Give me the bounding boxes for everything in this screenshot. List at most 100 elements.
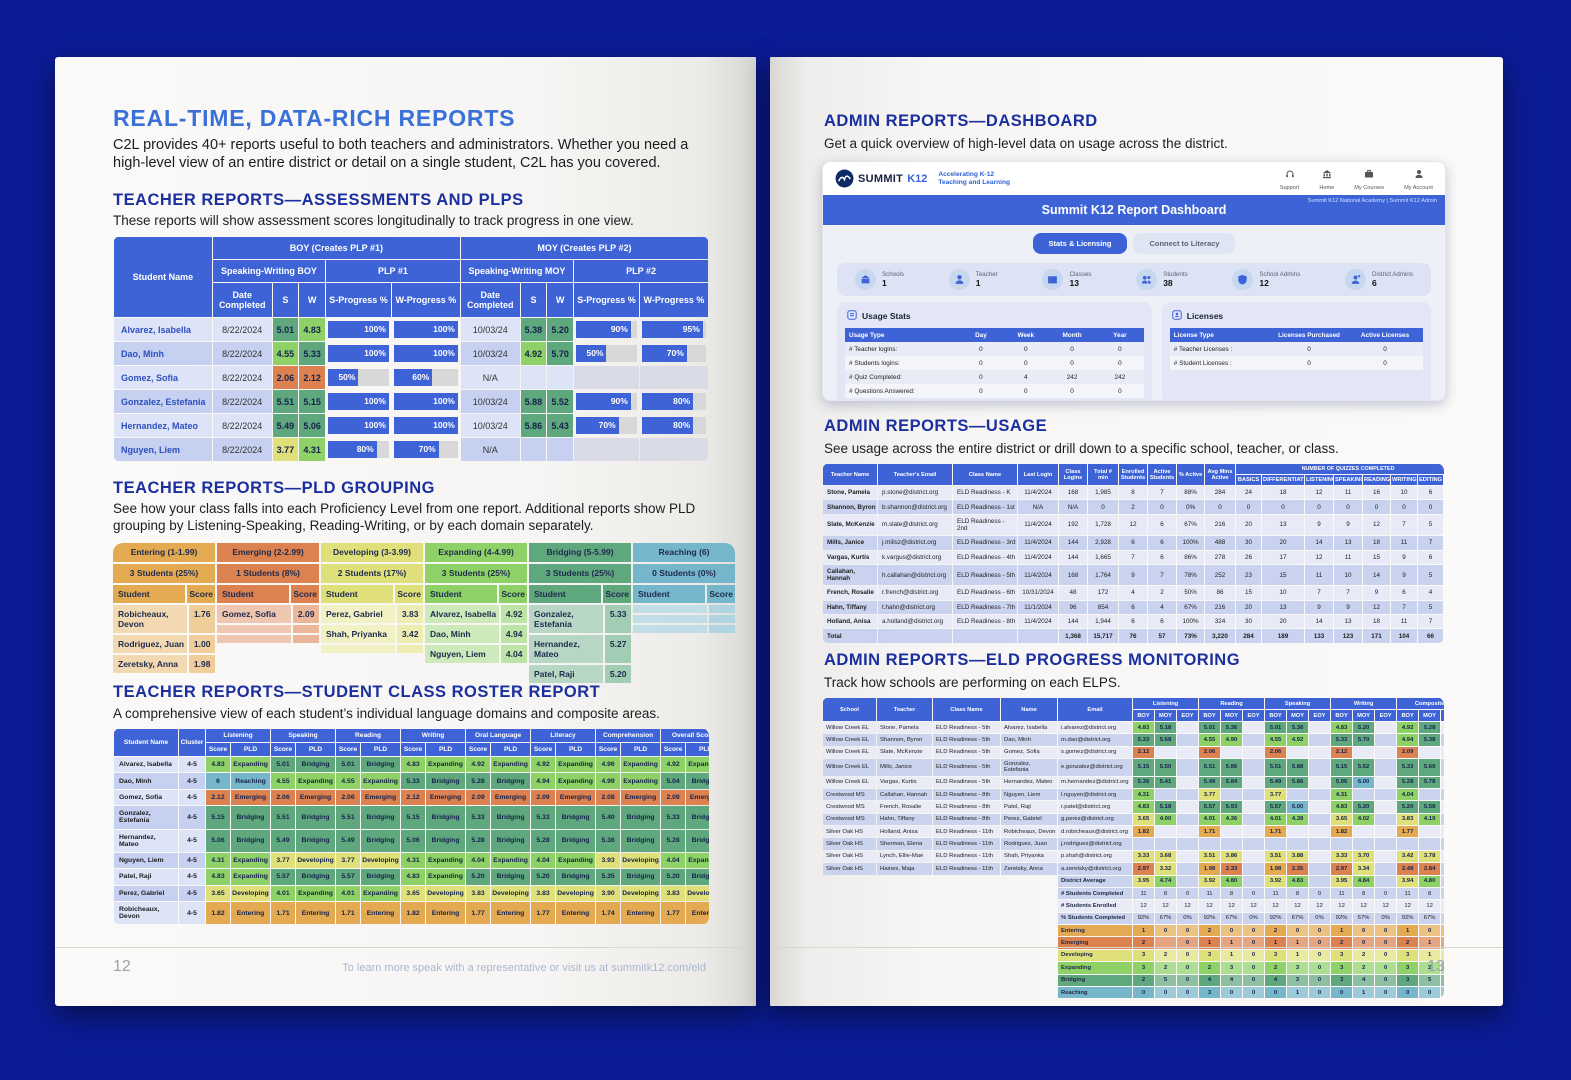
roster-row: Gonzalez, Estefania 4-5 5.15 Bridging 5.51 Br… [114, 806, 709, 829]
classes-icon [1042, 269, 1064, 290]
table-row: # Students logins: 0 0 0 0 [845, 356, 1144, 370]
usage-row: Holland, Anisa a.holland@district.org ELD … [823, 615, 1444, 629]
eld-row: Crestwood MS Hahn, Tiffany ELD Readiness -… [823, 813, 1444, 825]
stat-students: Students 38 [1136, 269, 1188, 290]
roster-row: Nguyen, Liem 4-5 4.31 Expanding 3.77 Developi… [114, 852, 709, 869]
pld-description: See how your class falls into each Profi… [113, 501, 696, 533]
nav-home[interactable]: Home [1319, 166, 1334, 191]
pld-grouping-table: Entering (1-1.99) 3 Students (25%) Student… [113, 543, 735, 683]
eld-summary-row: Bridging250440430340350 [823, 974, 1444, 986]
dashboard-titlebar: Summit K12 National Academy | Summit K12… [823, 195, 1445, 225]
dashboard-tables: Usage Stats Usage Type Day Week Month Year # … [837, 302, 1431, 400]
tab-connect-to-literacy[interactable]: Connect to Literacy [1133, 233, 1236, 254]
logo-mark-icon [835, 169, 854, 188]
footer-text: To learn more speak with a representativ… [342, 962, 706, 974]
summitk12-logo: SUMMIT K12 Accelerating K-12 Teaching an… [835, 169, 1010, 188]
nav-support[interactable]: Support [1280, 166, 1299, 191]
pld-column-bridging: Bridging (5-5.99) 3 Students (25%) Student… [529, 543, 631, 683]
brand-tagline: Accelerating K-12 Teaching and Learning [938, 170, 1011, 186]
roster-heading: TEACHER REPORTS—STUDENT CLASS ROSTER REP… [113, 683, 601, 701]
dashboard-body: Stats & Licensing Connect to Literacy Sch… [823, 225, 1445, 400]
footer-rule [55, 947, 756, 948]
usage-stats-icon [847, 310, 857, 322]
pld-student-row: Zeretsky, Anna 1.98 [113, 655, 215, 673]
pld-student-row: Rodriguez, Juan 1.00 [113, 635, 215, 653]
courses-icon [1364, 166, 1374, 184]
licenses-icon [1172, 310, 1182, 322]
dashboard-nav: Support Home My Courses My Account [1280, 166, 1433, 191]
assessment-row: Dao, Minh 8/22/2024 4.55 5.33 100% 100% 10/03/… [114, 342, 708, 365]
eld-grid: School Teacher Class Name Name Email Listenin… [822, 697, 1444, 999]
pld-student-row: Alvarez, Isabella 4.92 [425, 605, 527, 623]
eld-row: Crestwood MS French, Rosalie ELD Readiness… [823, 801, 1444, 813]
intro-text: C2L provides 40+ reports useful to both … [113, 137, 689, 171]
stat-school-admins: School Admins 12 [1232, 269, 1300, 290]
pld-student-row [217, 635, 319, 643]
eld-progress-table: School Teacher Class Name Name Email Listenin… [822, 697, 1444, 999]
pld-student-row: Hernandez, Mateo 5.27 [529, 635, 631, 663]
usage-report-table: Teacher Name Teacher's Email Class Name Las… [822, 463, 1444, 644]
nav-my-account[interactable]: My Account [1404, 166, 1433, 191]
eld-summary-row: Expanding320230230320320 [823, 962, 1444, 974]
assessments-heading: TEACHER REPORTS—ASSESSMENTS AND PLPS [113, 191, 524, 209]
pld-heading: TEACHER REPORTS—PLD GROUPING [113, 479, 436, 497]
pld-column-reaching: Reaching (6) 0 Students (0%) Student Score [633, 543, 735, 683]
eld-summary-row: Emerging20110110200210 [823, 937, 1444, 949]
roster-row: Patel, Raji 4-5 4.83 Expanding 5.57 Bridging 5… [114, 869, 709, 885]
eld-row: Willow Creek EL Shannon, Byron ELD Readine… [823, 734, 1444, 746]
dashboard-title: Summit K12 Report Dashboard [1041, 203, 1227, 217]
table-row: # Quiz Completed: 0 4 242 242 [845, 370, 1144, 384]
roster-table: Student Name Cluster Listening Speaking Read… [113, 728, 709, 925]
district-admin-icon [1345, 269, 1367, 290]
eld-summary-row: Entering100200200100100 [823, 925, 1444, 937]
eld-summary-row: # Students Enrolled 12 12 12 12 12 12 12 12 12 12 1… [823, 900, 1444, 912]
pld-student-row [633, 615, 735, 623]
tab-stats-licensing[interactable]: Stats & Licensing [1032, 233, 1128, 254]
roster-row: Gomez, Sofia 4-5 2.12 Emerging 2.06 Emerging 2… [114, 789, 709, 806]
usage-row: Callahan, Hannah h.callahan@district.org E… [823, 564, 1444, 586]
roster-row: Dao, Minh 4-5 6 Reaching 4.55 Expanding 4.55 Ex… [114, 773, 709, 789]
students-icon [1136, 269, 1158, 290]
eld-summary-row: District Average 3.95 4.74 3.92 4.80 3.92 4.83… [823, 875, 1444, 887]
pld-student-row [217, 625, 319, 633]
table-row: # Questions Answered: 0 0 0 0 [845, 384, 1144, 398]
eld-row: Silver Oak HS Lynch, Ellie-Mae ELD Readine… [823, 850, 1444, 863]
dashboard-topbar: SUMMIT K12 Accelerating K-12 Teaching an… [823, 162, 1445, 195]
roster-grid: Student Name Cluster Listening Speaking Read… [113, 728, 709, 925]
assessments-grid: Student Name BOY (Creates PLP #1) MOY (Cre… [113, 236, 709, 462]
usage-row: Shannon, Byron b.shannon@district.org ELD … [823, 500, 1444, 514]
page-number-right: 13 [1427, 958, 1445, 975]
usage-row: Stone, Pamela p.stone@district.org ELD Rea… [823, 486, 1444, 500]
assessment-row: Gomez, Sofia 8/22/2024 2.06 2.12 50% 60% N/A [114, 366, 708, 389]
usage-row: Slate, McKenzie m.slate@district.org ELD R… [823, 514, 1444, 536]
eld-row: Silver Oak HS Sherman, Elena ELD Readiness… [823, 838, 1444, 850]
stat-schools: Schools 1 [855, 269, 904, 290]
pld-column-developing: Developing (3-3.99) 2 Students (17%) Stude… [321, 543, 423, 683]
stats-row: Schools 1 Teacher 1 Classes 13 Students 38 Schoo… [837, 263, 1431, 296]
pld-column-emerging: Emerging (2-2.99) 1 Students (8%) Student S… [217, 543, 319, 683]
eld-summary-row: # Students Completed11801180118011801180 [823, 887, 1444, 900]
usage-stats-panel: Usage Stats Usage Type Day Week Month Year # … [837, 302, 1152, 400]
pld-student-row [633, 625, 735, 633]
roster-row: Hernandez, Mateo 4-5 5.06 Bridging 5.49 Bridg… [114, 829, 709, 852]
eld-row: Silver Oak HS Haines, Maja ELD Readiness -… [823, 863, 1444, 875]
dashboard-screenshot: SUMMIT K12 Accelerating K-12 Teaching an… [822, 161, 1446, 401]
usage-description: See usage across the entire district or … [824, 441, 1339, 456]
usage-row: French, Rosalie r.french@district.org ELD … [823, 586, 1444, 600]
usage-total-row: Total 1,368 15,717 76 57 73% 3,220 284 189 133 123… [823, 629, 1444, 643]
table-row: # Teacher logins: 0 0 0 0 [845, 342, 1144, 356]
dashboard-heading: ADMIN REPORTS—DASHBOARD [824, 112, 1098, 130]
stat-classes: Classes 13 [1042, 269, 1091, 290]
dashboard-description: Get a quick overview of high-level data … [824, 136, 1228, 151]
account-context: Summit K12 National Academy | Summit K12… [1307, 198, 1437, 204]
pld-column-entering: Entering (1-1.99) 3 Students (25%) Student… [113, 543, 215, 683]
nav-my-courses[interactable]: My Courses [1354, 166, 1384, 191]
roster-description: A comprehensive view of each student’s i… [113, 706, 660, 721]
page-title: REAL-TIME, DATA-RICH REPORTS [113, 105, 516, 131]
eld-row: Willow Creek EL Stone, Pamela ELD Readines… [823, 722, 1444, 734]
eld-row: Silver Oak HS Holland, Anisa ELD Readiness… [823, 826, 1444, 838]
footer-rule [770, 947, 1503, 948]
stat-district-admins: District Admins 6 [1345, 269, 1413, 290]
